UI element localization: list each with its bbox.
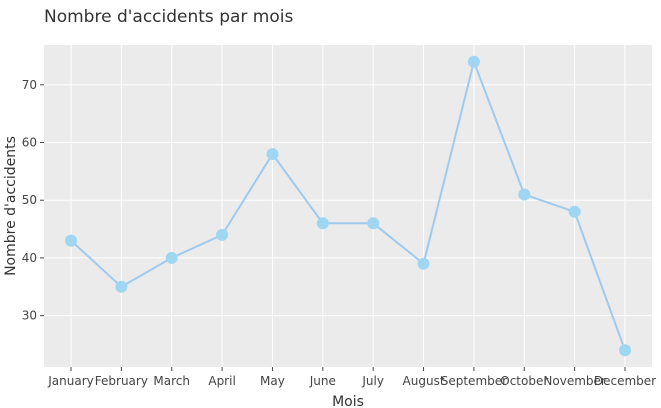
y-tick-label: 60 bbox=[22, 136, 37, 150]
data-point[interactable] bbox=[619, 344, 631, 357]
data-point[interactable] bbox=[518, 188, 531, 201]
x-tick-label: September bbox=[441, 374, 507, 388]
data-point[interactable] bbox=[568, 205, 581, 218]
data-point[interactable] bbox=[165, 251, 178, 264]
x-tick-label: June bbox=[309, 374, 336, 388]
y-axis-ticks: 30 40 50 60 70 bbox=[22, 78, 44, 323]
x-tick-label: May bbox=[260, 374, 285, 388]
x-tick-label: November bbox=[543, 374, 605, 388]
y-tick-label: 30 bbox=[22, 309, 37, 323]
x-axis-ticks: January February March April May June July Augu… bbox=[47, 367, 656, 388]
x-tick-label: July bbox=[361, 374, 384, 388]
plot-panel bbox=[44, 45, 652, 367]
data-point[interactable] bbox=[417, 257, 430, 270]
x-axis-title: Mois bbox=[332, 394, 364, 408]
series-line bbox=[70, 58, 626, 351]
grid-lines bbox=[44, 45, 652, 367]
data-point[interactable] bbox=[266, 148, 279, 161]
x-tick-label: December bbox=[594, 374, 656, 388]
y-tick-label: 40 bbox=[22, 251, 37, 265]
data-points bbox=[65, 55, 631, 357]
x-tick-label: February bbox=[95, 374, 148, 388]
data-point[interactable] bbox=[316, 217, 329, 230]
data-point[interactable] bbox=[467, 55, 480, 68]
x-tick-label: August bbox=[403, 374, 445, 388]
data-point[interactable] bbox=[216, 228, 229, 241]
y-axis-title: Nombre d'accidents bbox=[3, 136, 19, 276]
data-point[interactable] bbox=[115, 280, 128, 293]
y-tick-label: 50 bbox=[22, 193, 37, 207]
data-point[interactable] bbox=[367, 217, 380, 230]
x-tick-label: October bbox=[500, 374, 548, 388]
data-point[interactable] bbox=[65, 234, 77, 247]
x-tick-label: April bbox=[208, 374, 235, 388]
x-tick-label: January bbox=[47, 374, 94, 388]
y-tick-label: 70 bbox=[22, 78, 37, 92]
x-tick-label: March bbox=[153, 374, 190, 388]
chart-title: Nombre d'accidents par mois bbox=[44, 7, 293, 27]
